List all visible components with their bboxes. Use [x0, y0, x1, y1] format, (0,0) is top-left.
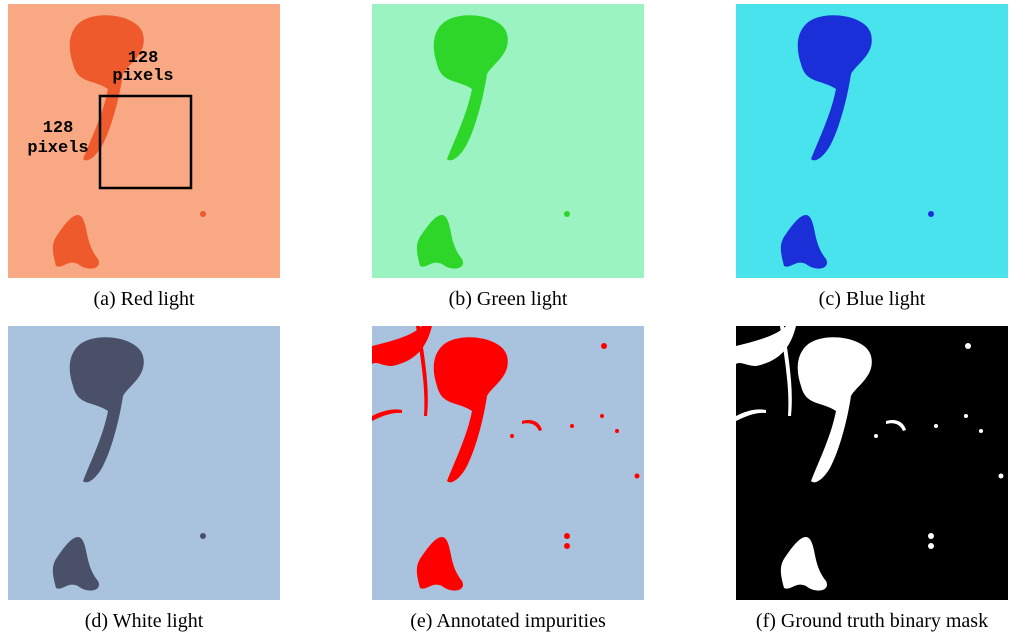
figure: 128 pixels 128 pixels (a) Red light (b) …: [0, 0, 1028, 634]
panel-image: [372, 4, 644, 278]
panel-image: [736, 326, 1008, 600]
caption: (e) Annotated impurities: [410, 610, 606, 632]
panel-image: [8, 326, 280, 600]
annotation: 128: [43, 119, 74, 138]
caption: (a) Red light: [93, 288, 195, 310]
caption: (f) Ground truth binary mask: [756, 610, 988, 632]
panel-image: [372, 326, 644, 600]
caption: (d) White light: [85, 610, 204, 632]
caption: (c) Blue light: [819, 288, 926, 310]
annotation: 128: [128, 49, 159, 68]
panel-image: [736, 4, 1008, 278]
annotation: pixels: [112, 67, 173, 86]
caption: (b) Green light: [449, 288, 568, 310]
annotation: pixels: [27, 139, 88, 158]
